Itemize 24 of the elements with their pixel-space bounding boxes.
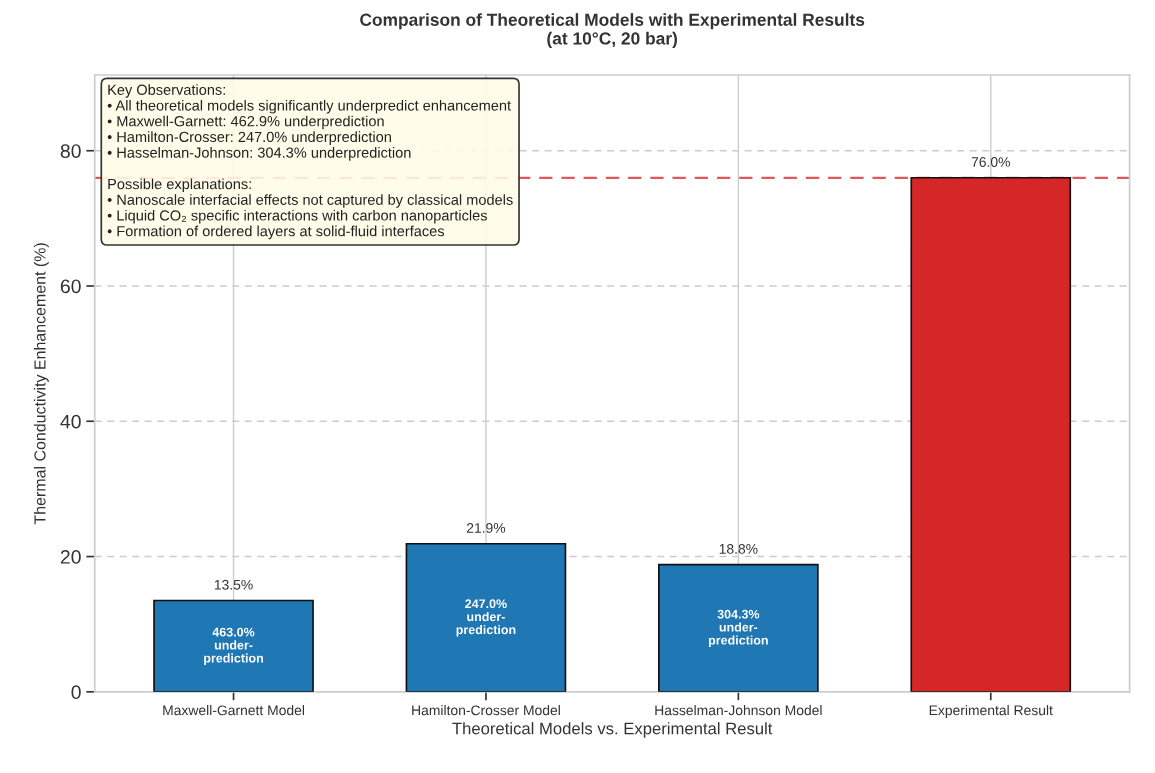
data-label: 76.0% [971, 157, 1010, 167]
x-axis-title: Theoretical Models vs. Experimental Result [452, 722, 773, 738]
data-label: 21.9% [466, 523, 506, 533]
y-tick-label: 40 [60, 414, 81, 429]
bar [910, 176, 1072, 692]
bar [405, 542, 567, 692]
y-tick-label: 0 [71, 685, 81, 700]
y-tick-label: 20 [60, 550, 81, 564]
y-axis-title: Thermal Conductivity Enhancement (%) [33, 243, 49, 525]
bar [153, 599, 314, 692]
annotation: 463.0% under- prediction [204, 627, 263, 666]
y-tick-label: 60 [60, 279, 81, 294]
text: Key Observations: • All theoretical models significantly underpredict enhancement • Maxwell-Garnett: 462.9% underprediction • Hamilton-Crosser: 247.0% underprediction • Hasselman-Johnson: 304.3% underprediction Possible explanations: • Nanoscale interfacial effects not captured by classical models • Liquid CO₂ specific interactions with carbon nanoparticles • Formation of ordered layers at solid-fluid interfaces [107, 84, 513, 240]
data-label: 18.8% [719, 543, 758, 554]
chart-title: Comparison of Theoretical Models with Experimental Results (at 10°C, 20 bar) [360, 13, 865, 49]
x-tick-label: Hasselman-Johnson Model [655, 705, 822, 716]
data-label: 13.5% [214, 579, 253, 590]
bar [658, 563, 819, 692]
x-tick-label: Experimental Result [929, 705, 1053, 718]
y-tick-label: 80 [60, 144, 81, 158]
x-tick-label: Hamilton-Crosser Model [412, 705, 560, 716]
annotation: 304.3% under- prediction [708, 609, 768, 648]
annotation: 247.0% under- prediction [456, 599, 516, 637]
x-tick-label: Maxwell-Garnett Model [163, 705, 305, 716]
